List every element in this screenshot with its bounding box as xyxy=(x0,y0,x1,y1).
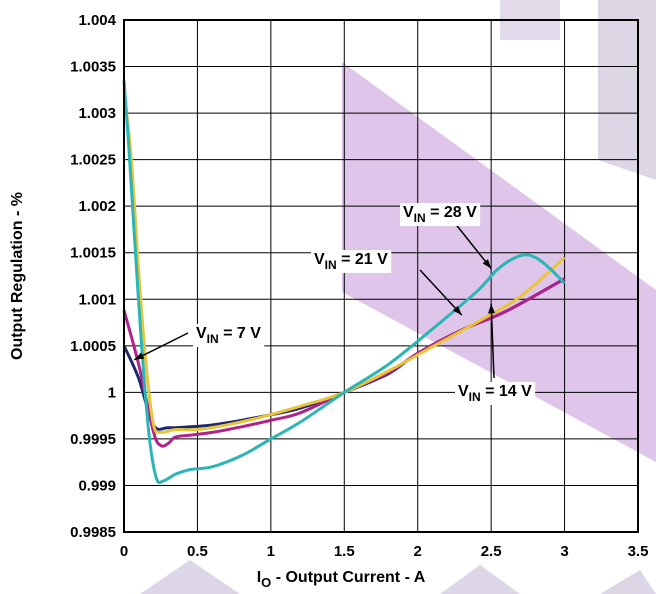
annotation-vin-7v: VIN = 7 V xyxy=(133,324,265,361)
annotation-label: VIN = 7 V xyxy=(196,325,261,346)
series-layer xyxy=(122,80,566,485)
y-tick-label: 1.0015 xyxy=(70,245,116,262)
watermark-shape-bottom-right xyxy=(600,570,656,594)
y-tick-label: 1.003 xyxy=(78,105,116,122)
y-tick-label: 1.004 xyxy=(78,12,116,29)
y-tick-label: 0.9995 xyxy=(70,431,116,448)
x-tick-label: 2 xyxy=(414,543,422,560)
x-tick-label: 1.5 xyxy=(334,543,355,560)
annotation-background xyxy=(193,324,265,347)
x-tick-label: 0 xyxy=(120,543,128,560)
watermark xyxy=(140,0,656,594)
annotation-label: VIN = 14 V xyxy=(458,383,532,404)
annotation-background xyxy=(455,382,536,405)
x-tick-label: 2.5 xyxy=(481,543,502,560)
annotation-leader-line xyxy=(453,221,492,270)
y-tick-label: 1.0025 xyxy=(70,152,116,169)
series-line-vin-14v xyxy=(122,277,566,448)
annotation-background xyxy=(400,203,481,226)
annotation-arrowhead xyxy=(488,303,495,314)
series-line-vin-28v xyxy=(122,80,566,485)
annotation-leader-line xyxy=(419,269,463,316)
annotation-label: VIN = 28 V xyxy=(403,204,477,225)
watermark-band xyxy=(342,62,656,462)
watermark-shape-bottom-mid xyxy=(440,565,520,594)
annotation-background xyxy=(311,250,392,273)
annotation-leader-line xyxy=(133,332,189,361)
x-tick-label: 3.5 xyxy=(628,543,649,560)
series-annotations: VIN = 7 V VIN = 14 V VIN = 21 V VIN = 28 V xyxy=(133,203,536,405)
series-line-vin-21v xyxy=(122,89,566,435)
x-tick-label: 1 xyxy=(267,543,275,560)
annotation-arrowhead xyxy=(452,305,462,316)
annotation-vin-21v: VIN = 21 V xyxy=(311,250,463,316)
annotation-vin-28v: VIN = 28 V xyxy=(400,203,492,270)
y-tick-label: 1.001 xyxy=(78,291,116,308)
y-tick-label: 1.0035 xyxy=(70,59,116,76)
plot-frame xyxy=(123,19,639,533)
watermark-shape-bottom-left xyxy=(140,560,240,594)
y-tick-labels: 0.9985 0.999 0.9995 1 1.0005 1.001 1.0015 1.002… xyxy=(70,12,117,541)
annotation-arrowhead xyxy=(134,352,145,360)
y-tick-label: 1.0005 xyxy=(70,338,116,355)
x-axis-title: IO - Output Current - A xyxy=(257,569,426,590)
y-tick-label: 0.999 xyxy=(78,477,116,494)
y-tick-label: 1.002 xyxy=(78,198,116,215)
annotation-leader-line xyxy=(490,303,495,379)
y-tick-label: 0.9985 xyxy=(70,524,116,541)
x-tick-label: 3 xyxy=(560,543,568,560)
x-tick-label: 0.5 xyxy=(187,543,208,560)
y-axis-title: Output Regulation - % xyxy=(9,192,26,360)
annotation-arrowhead xyxy=(482,259,492,269)
y-tick-label: 1 xyxy=(108,384,116,401)
annotation-vin-14v: VIN = 14 V xyxy=(455,303,536,405)
annotation-label: VIN = 21 V xyxy=(314,251,388,272)
watermark-shape-top-right xyxy=(598,0,656,180)
x-tick-labels: 0 0.5 1 1.5 2 2.5 3 3.5 xyxy=(120,543,649,560)
